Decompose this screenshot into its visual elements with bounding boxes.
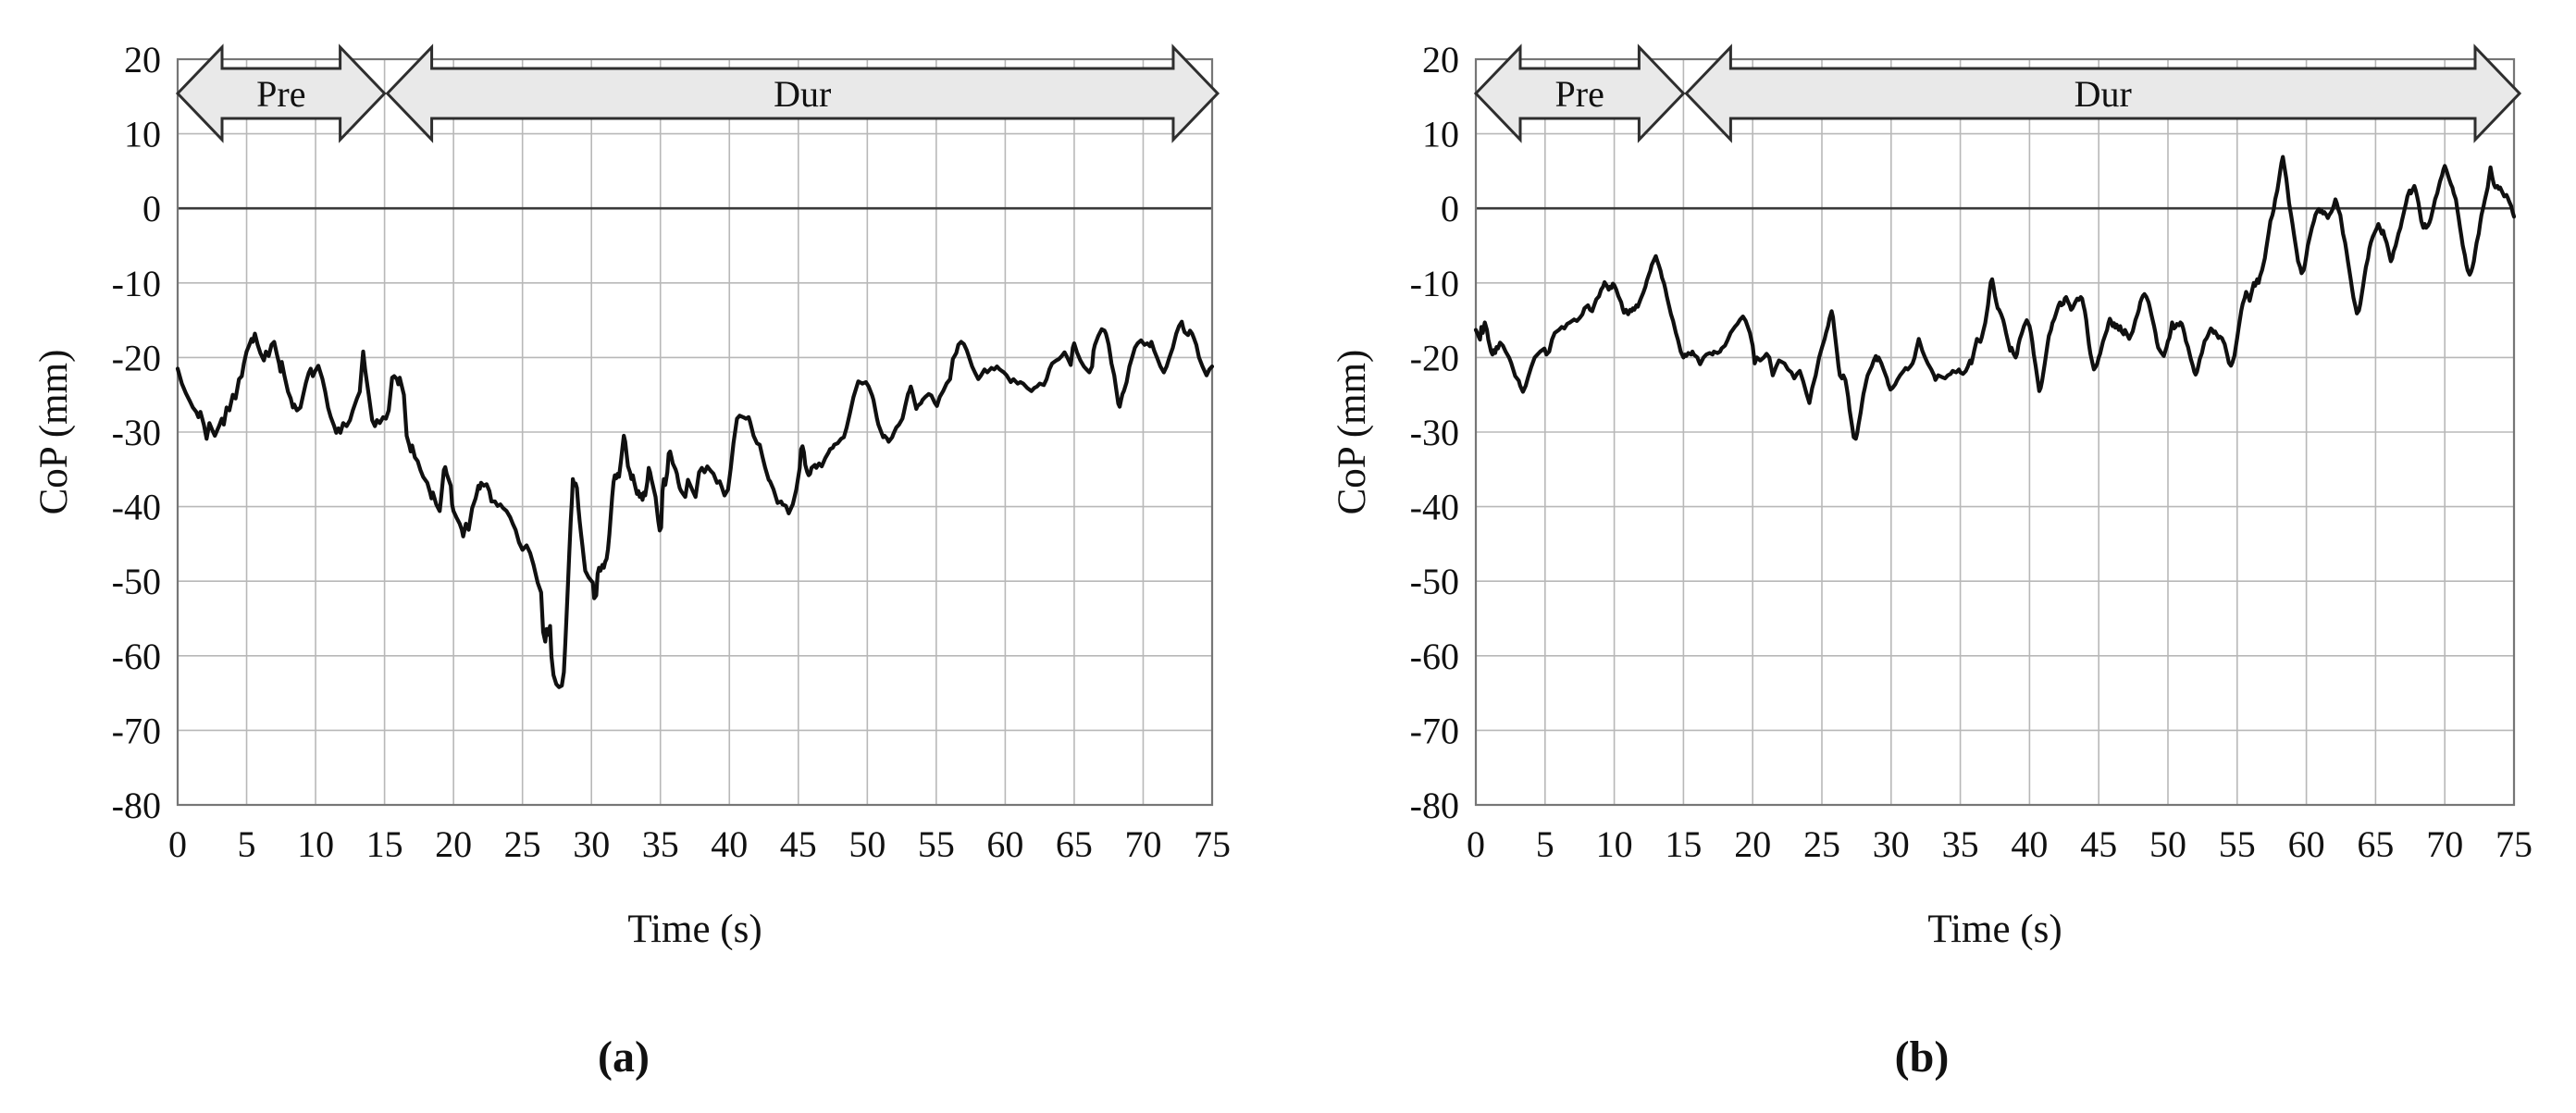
- x-tick-label: 60: [2288, 823, 2325, 865]
- x-tick-label: 10: [1596, 823, 1633, 865]
- x-tick-label: 15: [366, 823, 403, 865]
- x-tick-label: 35: [1942, 823, 1979, 865]
- y-tick-label: 10: [1422, 114, 1459, 155]
- dur-arrow-label-a: Dur: [774, 73, 831, 115]
- y-tick-label: -50: [1410, 561, 1459, 602]
- x-tick-label: 30: [1873, 823, 1910, 865]
- chart-a: Pre Dur 20 10 0 -10 -20 -30 -40 -50 -60 -70 -80 0 5…: [32, 39, 1231, 1082]
- y-tick-label: -80: [1410, 785, 1459, 826]
- x-tick-label: 65: [2357, 823, 2394, 865]
- y-tick-label: -70: [1410, 710, 1459, 751]
- y-tick-labels-a: 20 10 0 -10 -20 -30 -40 -50 -60 -70 -80: [112, 39, 161, 826]
- x-tick-label: 35: [642, 823, 679, 865]
- grid-b: [1476, 59, 2514, 805]
- x-tick-label: 10: [297, 823, 334, 865]
- x-tick-label: 0: [168, 823, 187, 865]
- x-tick-label: 20: [1734, 823, 1771, 865]
- x-tick-label: 25: [1803, 823, 1840, 865]
- x-axis-label-b: Time (s): [1927, 908, 2062, 951]
- x-tick-label: 45: [2080, 823, 2117, 865]
- cop-trace-a: [175, 319, 1215, 689]
- caption-a: (a): [598, 1033, 650, 1082]
- x-tick-label: 0: [1467, 823, 1485, 865]
- x-tick-label: 75: [1194, 823, 1231, 865]
- dur-arrow-b: [1684, 43, 2522, 143]
- x-tick-label: 5: [1536, 823, 1554, 865]
- x-tick-label: 40: [2011, 823, 2048, 865]
- y-tick-label: 0: [1441, 188, 1459, 229]
- pre-arrow-b: [1473, 43, 1686, 143]
- x-tick-labels-a: 0 5 10 15 20 25 30 35 40 45 50 55 60 65 70 75: [168, 823, 1231, 865]
- x-tick-label: 15: [1665, 823, 1702, 865]
- x-tick-label: 30: [573, 823, 610, 865]
- dur-arrow-label-b: Dur: [2074, 73, 2132, 115]
- x-tick-label: 5: [238, 823, 256, 865]
- y-tick-label: 20: [124, 39, 161, 80]
- x-tick-label: 70: [2426, 823, 2463, 865]
- y-tick-label: 0: [142, 188, 161, 229]
- x-tick-labels-b: 0 5 10 15 20 25 30 35 40 45 50 55 60 65 70 75: [1467, 823, 2533, 865]
- y-tick-label: -70: [112, 710, 161, 751]
- y-tick-label: -50: [112, 561, 161, 602]
- y-tick-label: -40: [1410, 487, 1459, 528]
- pre-arrow-label-a: Pre: [256, 73, 305, 115]
- y-tick-label: -10: [1410, 263, 1459, 304]
- y-tick-labels-b: 20 10 0 -10 -20 -30 -40 -50 -60 -70 -80: [1410, 39, 1459, 826]
- cop-trace-b: [1473, 155, 2517, 441]
- y-axis-label-b: CoP (mm): [1331, 350, 1374, 515]
- x-axis-label-a: Time (s): [627, 908, 762, 951]
- y-tick-label: -60: [1410, 636, 1459, 677]
- pre-arrow-a: [175, 43, 387, 143]
- y-tick-label: 20: [1422, 39, 1459, 80]
- x-tick-label: 50: [2149, 823, 2186, 865]
- x-tick-label: 70: [1124, 823, 1161, 865]
- grid-a: [178, 59, 1212, 805]
- y-tick-label: -30: [112, 412, 161, 453]
- x-tick-label: 20: [435, 823, 472, 865]
- y-tick-label: 10: [124, 114, 161, 155]
- y-tick-label: -40: [112, 487, 161, 528]
- x-tick-label: 60: [986, 823, 1023, 865]
- x-tick-label: 55: [918, 823, 955, 865]
- x-tick-label: 75: [2496, 823, 2533, 865]
- x-tick-label: 45: [780, 823, 817, 865]
- y-tick-label: -60: [112, 636, 161, 677]
- y-tick-label: -10: [112, 263, 161, 304]
- x-tick-label: 55: [2219, 823, 2256, 865]
- dur-arrow-a: [385, 43, 1220, 143]
- plot-border-b: [1474, 57, 2516, 807]
- pre-arrow-label-b: Pre: [1555, 73, 1604, 115]
- y-tick-label: -80: [112, 785, 161, 826]
- y-axis-label-a: CoP (mm): [32, 350, 76, 515]
- y-tick-label: -20: [1410, 337, 1459, 378]
- plot-border-a: [176, 57, 1214, 807]
- x-tick-label: 65: [1056, 823, 1093, 865]
- y-tick-label: -30: [1410, 412, 1459, 453]
- x-tick-label: 25: [504, 823, 541, 865]
- x-tick-label: 50: [848, 823, 886, 865]
- x-tick-label: 40: [711, 823, 748, 865]
- y-tick-label: -20: [112, 337, 161, 378]
- chart-b: Pre Dur 20 10 0 -10 -20 -30 -40 -50 -60 -70 -80 0 5…: [1331, 39, 2533, 1082]
- caption-b: (b): [1895, 1033, 1950, 1082]
